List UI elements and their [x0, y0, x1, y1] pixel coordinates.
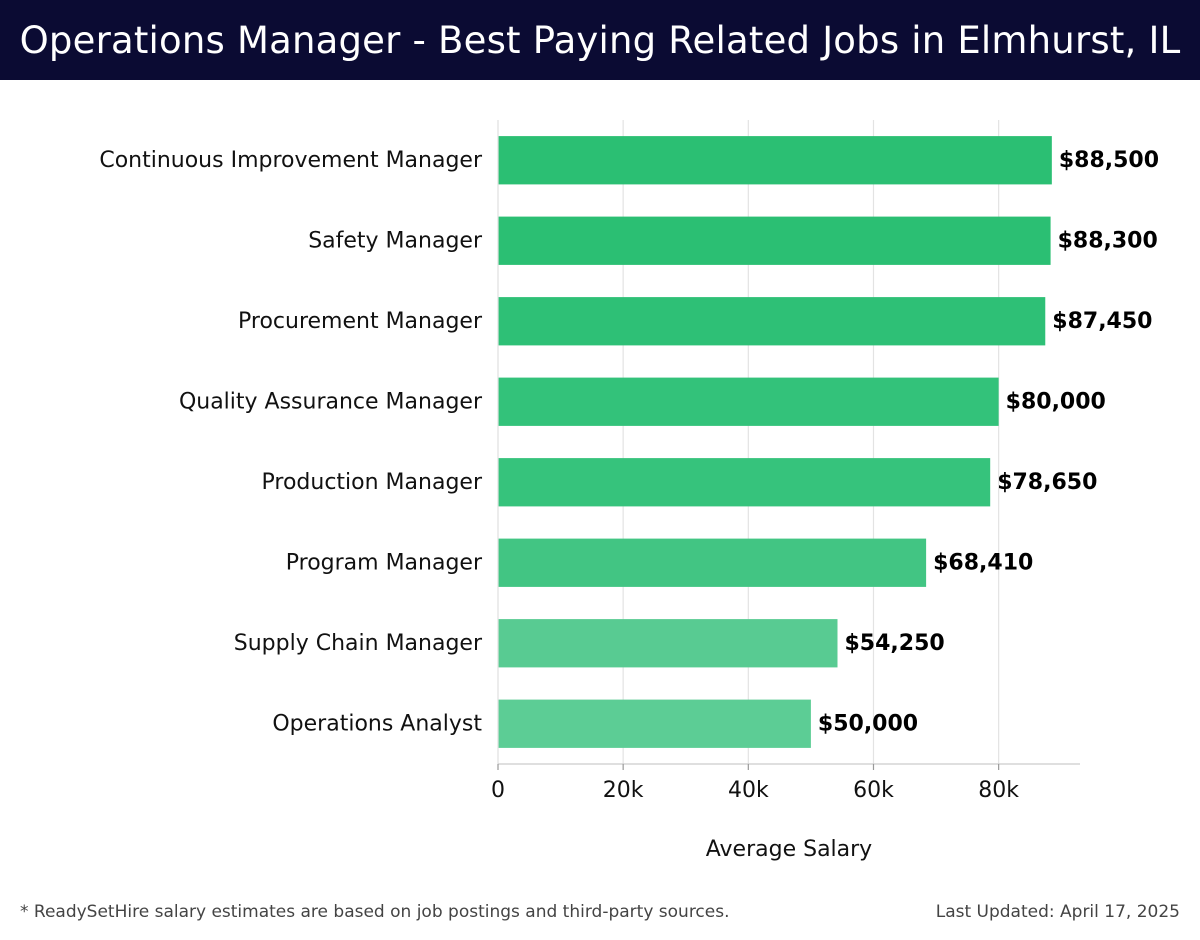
value-label: $88,300	[1058, 228, 1158, 253]
bars	[498, 136, 1052, 748]
category-labels: Continuous Improvement Manager Safety Man…	[99, 148, 483, 737]
category-label: Procurement Manager	[238, 309, 483, 334]
value-label: $80,000	[1006, 389, 1106, 414]
value-labels: $88,500 $88,300 $87,450 $80,000 $78,650 $68,4…	[818, 148, 1159, 737]
category-label: Production Manager	[262, 470, 483, 495]
bar	[498, 377, 999, 426]
category-label: Safety Manager	[308, 228, 483, 253]
bar-chart: 0 20k 40k 60k 80k Continuous Improvement Man…	[99, 120, 1159, 862]
bar	[498, 538, 927, 587]
chart-title: Operations Manager - Best Paying Related…	[19, 18, 1181, 62]
x-tick-label: 60k	[853, 778, 894, 803]
bar	[498, 297, 1046, 346]
bar	[498, 458, 991, 507]
x-axis-title: Average Salary	[706, 837, 872, 862]
value-label: $50,000	[818, 711, 918, 736]
bar	[498, 619, 838, 668]
category-label: Operations Analyst	[272, 711, 482, 736]
chart-header: Operations Manager - Best Paying Related…	[0, 0, 1200, 80]
value-label: $54,250	[845, 631, 945, 656]
value-label: $88,500	[1059, 148, 1159, 173]
bar	[498, 699, 811, 748]
category-label: Program Manager	[286, 550, 483, 575]
category-label: Quality Assurance Manager	[179, 389, 483, 414]
x-tick-label: 0	[491, 778, 505, 803]
chart-footer: * ReadySetHire salary estimates are base…	[0, 880, 1200, 940]
footnote: * ReadySetHire salary estimates are base…	[20, 902, 730, 922]
value-label: $68,410	[933, 550, 1033, 575]
bar	[498, 136, 1052, 185]
value-label: $78,650	[997, 470, 1097, 495]
x-tick-label: 80k	[978, 778, 1019, 803]
x-tick-label: 40k	[728, 778, 769, 803]
bar	[498, 216, 1051, 265]
category-label: Supply Chain Manager	[234, 631, 483, 656]
x-tick-label: 20k	[603, 778, 644, 803]
value-label: $87,450	[1052, 309, 1152, 334]
last-updated: Last Updated: April 17, 2025	[935, 902, 1180, 922]
category-label: Continuous Improvement Manager	[99, 148, 483, 173]
x-axis: 0 20k 40k 60k 80k	[491, 120, 1080, 803]
